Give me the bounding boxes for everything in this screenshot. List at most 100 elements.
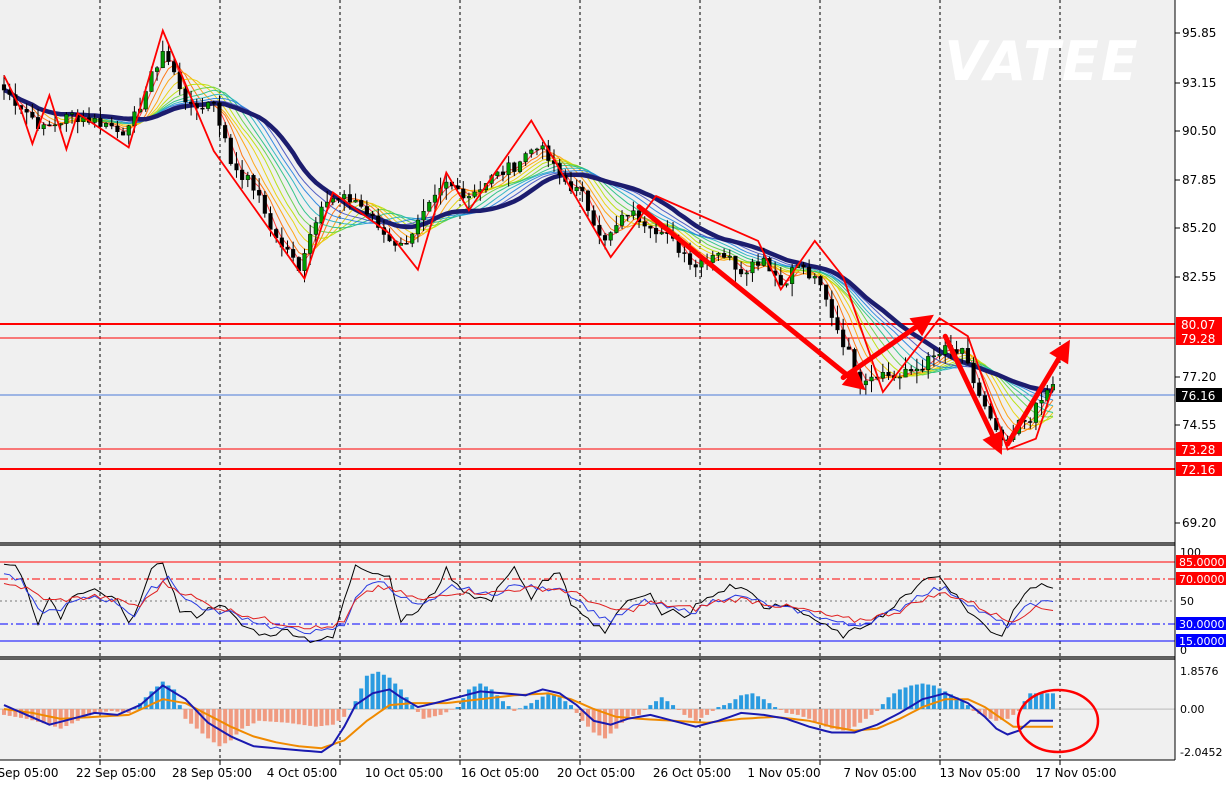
macd-histogram-bar (858, 709, 863, 723)
candle-body (988, 405, 993, 419)
candle-body (960, 348, 965, 354)
candle-body (432, 194, 437, 203)
candle-body (648, 225, 653, 229)
macd-histogram-bar (336, 709, 341, 721)
macd-histogram-bar (914, 684, 919, 710)
macd-histogram-bar (421, 709, 426, 719)
macd-histogram-bar (75, 709, 80, 721)
macd-histogram-bar (500, 701, 505, 710)
macd-histogram-bar (965, 705, 970, 710)
time-axis-label: 28 Sep 05:00 (172, 766, 252, 780)
candle-body (240, 169, 245, 180)
candle-body (166, 51, 171, 62)
macd-histogram-bar (1045, 693, 1050, 710)
price-axis-label: 87.85 (1182, 173, 1216, 187)
macd-histogram-bar (534, 699, 539, 710)
macd-histogram-bar (863, 709, 868, 719)
price-pane[interactable] (0, 0, 1175, 543)
macd-histogram-bar (620, 709, 625, 723)
macd-histogram-bar (529, 703, 534, 710)
stochastic-level-label: 15.0000 (1179, 635, 1225, 648)
macd-histogram-bar (155, 686, 160, 710)
candle-body (654, 227, 659, 235)
candle-body (631, 210, 636, 216)
macd-histogram-bar (903, 687, 908, 710)
candle-body (699, 260, 704, 268)
candle-body (376, 215, 381, 228)
candle-body (370, 213, 375, 217)
bottom-time-scale[interactable] (0, 760, 1175, 781)
macd-histogram-bar (739, 695, 744, 710)
candle-body (591, 210, 596, 226)
price-axis-label: 77.20 (1182, 370, 1216, 384)
candle-body (121, 131, 126, 136)
candle-body (347, 194, 352, 203)
candle-body (909, 369, 914, 372)
forecast-arrow-shaft (1005, 356, 1062, 447)
macd-histogram-bar (81, 709, 86, 719)
macd-histogram-bar (807, 709, 812, 719)
current-price-label: 76.16 (1181, 389, 1215, 403)
time-axis-label: 22 Sep 05:00 (76, 766, 156, 780)
macd-histogram-bar (149, 691, 154, 710)
macd-histogram-bar (330, 709, 335, 725)
candle-body (41, 124, 46, 130)
forecast-arrow-head (909, 314, 934, 337)
macd-histogram-bar (455, 707, 460, 710)
macd-histogram-bar (342, 709, 347, 717)
macd-histogram-bar (920, 683, 925, 710)
macd-histogram-bar (1050, 693, 1055, 710)
candle-body (977, 382, 982, 396)
macd-histogram-bar (240, 709, 245, 729)
candle-body (415, 219, 420, 235)
macd-histogram-bar (438, 709, 443, 715)
macd-histogram-bar (506, 706, 511, 710)
macd-histogram-bar (143, 697, 148, 710)
candle-body (614, 225, 619, 233)
macd-histogram-bar (886, 697, 891, 710)
macd-histogram-bar (183, 709, 188, 719)
candle-body (682, 252, 687, 254)
candle-body (245, 175, 250, 180)
time-axis-label: 20 Oct 05:00 (557, 766, 635, 780)
ribbon-ma-line (3, 89, 1054, 413)
candle-body (92, 118, 97, 123)
macd-histogram-bar (841, 709, 846, 731)
candle-body (602, 235, 608, 241)
slow-ma-line (3, 87, 1054, 394)
candle-body (200, 107, 205, 110)
macd-axis-label: 0.00 (1180, 703, 1205, 716)
candle-body (523, 153, 528, 163)
macd-histogram-bar (194, 709, 199, 729)
macd-histogram-bar (648, 705, 653, 710)
macd-histogram-bar (291, 709, 296, 724)
candle-body (812, 276, 817, 279)
macd-histogram-bar (387, 677, 392, 710)
macd-histogram-bar (727, 703, 732, 710)
candle-body (829, 299, 834, 318)
macd-histogram-bar (347, 709, 352, 710)
macd-histogram-bar (869, 709, 874, 715)
macd-histogram-bar (466, 689, 471, 710)
macd-histogram-bar (716, 707, 721, 710)
candle-body (1, 84, 7, 91)
macd-histogram-bar (30, 709, 35, 721)
macd-histogram-bar (563, 701, 568, 710)
macd-histogram-bar (988, 709, 993, 719)
macd-histogram-bar (189, 709, 194, 724)
macd-histogram-bar (109, 709, 114, 711)
candle-body (869, 376, 874, 382)
macd-histogram-bar (909, 685, 914, 710)
macd-histogram-bar (257, 709, 262, 721)
stochastic-level-label: 30.0000 (1179, 618, 1225, 631)
zigzag-line (3, 27, 1054, 451)
macd-histogram-bar (262, 709, 267, 722)
candle-body (444, 181, 449, 189)
macd-histogram-bar (398, 689, 403, 710)
macd-histogram-bar (586, 709, 591, 727)
macd-histogram-bar (608, 709, 613, 734)
candle-body (512, 162, 517, 172)
macd-histogram-bar (659, 697, 664, 710)
